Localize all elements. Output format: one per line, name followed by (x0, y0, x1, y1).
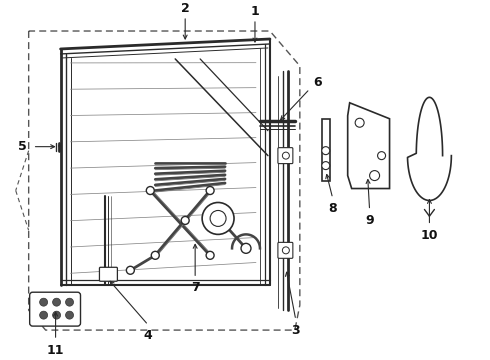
Text: 11: 11 (47, 343, 64, 356)
Circle shape (206, 251, 214, 259)
Circle shape (40, 311, 48, 319)
Circle shape (210, 211, 226, 226)
Circle shape (282, 247, 290, 254)
Text: 5: 5 (18, 140, 27, 153)
Circle shape (378, 152, 386, 159)
Circle shape (66, 298, 74, 306)
Circle shape (52, 311, 61, 319)
Circle shape (181, 216, 189, 224)
Circle shape (206, 186, 214, 194)
Circle shape (241, 243, 251, 253)
FancyBboxPatch shape (30, 292, 80, 326)
Text: 8: 8 (328, 202, 337, 215)
FancyBboxPatch shape (278, 242, 293, 258)
Text: 1: 1 (250, 5, 259, 18)
Text: 6: 6 (314, 76, 322, 89)
Circle shape (355, 118, 364, 127)
Polygon shape (408, 97, 451, 201)
Circle shape (322, 162, 330, 170)
Text: 9: 9 (366, 214, 374, 227)
Circle shape (322, 147, 330, 155)
Circle shape (369, 171, 380, 181)
Circle shape (282, 152, 290, 159)
Text: 3: 3 (292, 324, 300, 337)
FancyBboxPatch shape (278, 148, 293, 163)
Text: 4: 4 (144, 329, 153, 342)
Text: 7: 7 (191, 281, 199, 294)
Circle shape (126, 266, 134, 274)
Text: 10: 10 (421, 229, 438, 242)
Text: 2: 2 (181, 1, 190, 15)
Circle shape (66, 311, 74, 319)
Circle shape (202, 202, 234, 234)
FancyBboxPatch shape (99, 267, 118, 281)
Circle shape (147, 186, 154, 194)
Circle shape (151, 251, 159, 259)
Circle shape (40, 298, 48, 306)
Circle shape (52, 298, 61, 306)
